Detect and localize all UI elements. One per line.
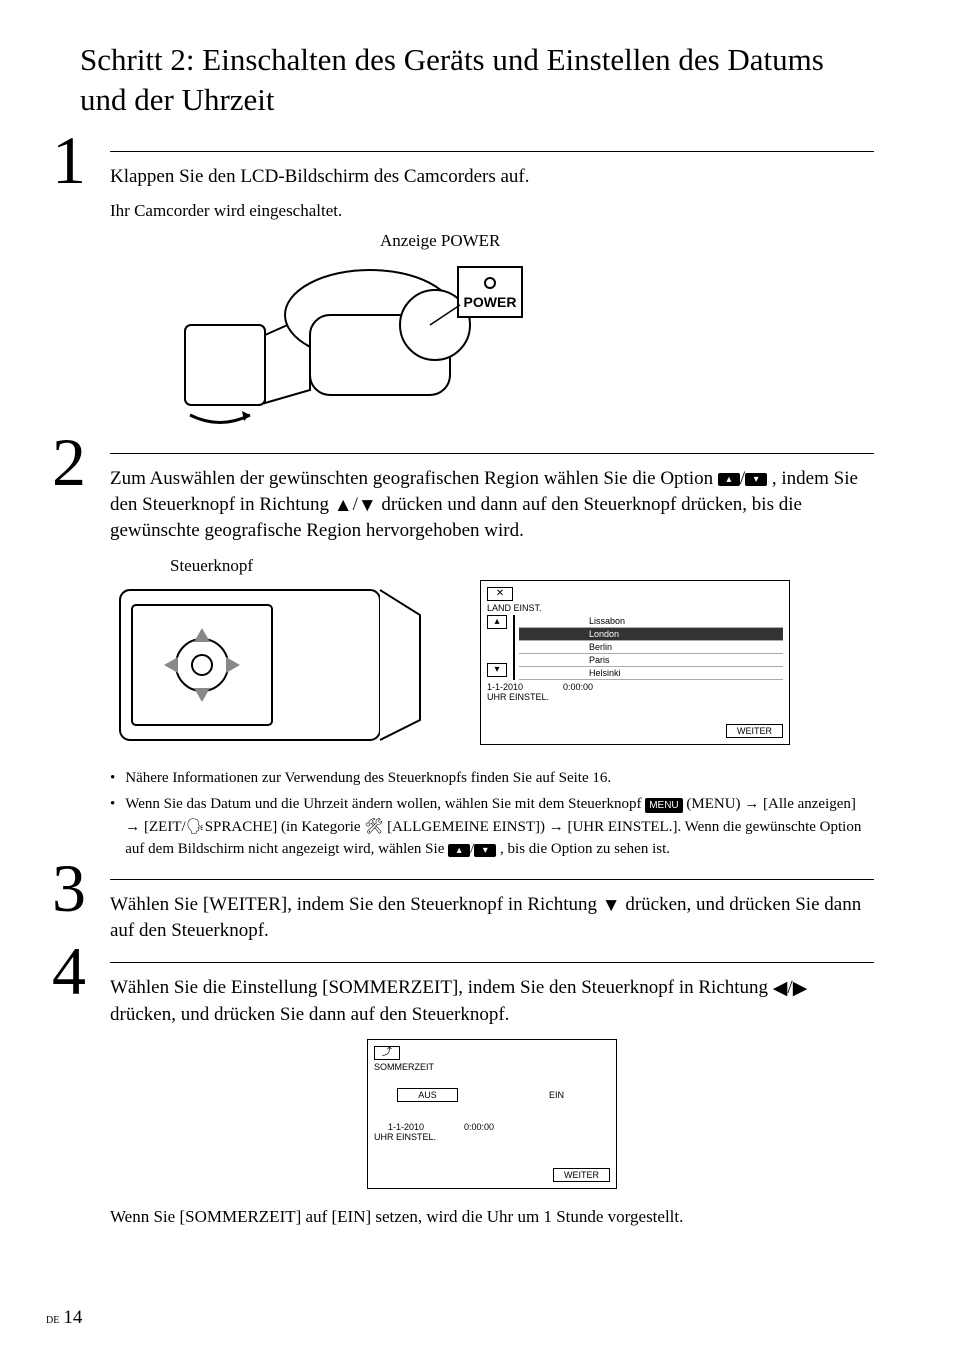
ein-button[interactable]: EIN (517, 1090, 596, 1100)
bullet-item: Wenn Sie das Datum und die Uhrzeit änder… (110, 793, 874, 861)
sommerzeit-screen: ⤴ SOMMERZEIT AUS EIN 1-1-2010 0:00:00 UH… (367, 1039, 617, 1189)
step-2-heading: Zum Auswählen der gewünschten geografisc… (110, 453, 874, 544)
bullet2-e: , bis die Option zu sehen ist. (500, 841, 670, 857)
screen-time: 0:00:00 (464, 1122, 494, 1132)
step-4-number: 4 (52, 937, 86, 1005)
step-3-text-a: Wählen Sie [WEITER], indem Sie den Steue… (110, 894, 602, 915)
step-4-heading: Wählen Sie die Einstellung [SOMMERZEIT],… (110, 962, 874, 1027)
weiter-button[interactable]: WEITER (726, 724, 783, 738)
lang-code: DE (46, 1315, 59, 1326)
step-3: 3 Wählen Sie [WEITER], indem Sie den Ste… (110, 879, 874, 944)
down-icon: ▾ (745, 473, 767, 486)
triangle-right-icon: ▶ (793, 976, 808, 1002)
power-label: POWER (464, 294, 517, 310)
back-button[interactable]: ⤴ (374, 1046, 400, 1060)
page-title: Schritt 2: Einschalten des Geräts und Ei… (80, 40, 874, 121)
city-item[interactable]: Helsinki (519, 667, 783, 680)
uhr-einstel-label: UHR EINSTEL. (487, 692, 789, 702)
step-4-text-b: drücken, und drücken Sie dann auf den St… (110, 1004, 509, 1025)
city-item[interactable]: Paris (519, 654, 783, 667)
bullet2-a: Wenn Sie das Datum und die Uhrzeit änder… (125, 796, 645, 812)
screen-date: 1-1-2010 (487, 682, 523, 692)
step-2-bullets: Nähere Informationen zur Verwendung des … (110, 767, 874, 861)
steuerknopf-illustration (110, 580, 430, 755)
step-2-text-a: Zum Auswählen der gewünschten geografisc… (110, 468, 718, 489)
page-footer: DE 14 (46, 1307, 82, 1329)
menu-icon: MENU (645, 798, 682, 813)
language-icon: 🗣 (186, 819, 205, 835)
step-3-heading: Wählen Sie [WEITER], indem Sie den Steue… (110, 879, 874, 944)
city-item-selected[interactable]: London (519, 628, 783, 641)
bullet-item: Nähere Informationen zur Verwendung des … (110, 767, 874, 790)
weiter-button[interactable]: WEITER (553, 1168, 610, 1182)
close-button[interactable]: ✕ (487, 587, 513, 601)
up-icon: ▴ (448, 844, 470, 857)
sommerzeit-title: SOMMERZEIT (374, 1062, 616, 1072)
step-1-number: 1 (52, 126, 86, 194)
list-down-button[interactable]: ▾ (487, 663, 507, 677)
anzeige-power-label: Anzeige POWER (380, 231, 874, 251)
step-1-sub: Ihr Camcorder wird eingeschaltet. (110, 201, 874, 221)
camcorder-illustration: POWER (160, 255, 530, 435)
step-2: 2 Zum Auswählen der gewünschten geografi… (110, 453, 874, 861)
bullet2-c: SPRACHE] (in Kategorie (205, 819, 365, 835)
up-icon: ▴ (718, 473, 740, 486)
step-4-text-a: Wählen Sie die Einstellung [SOMMERZEIT],… (110, 977, 773, 998)
step-1: 1 Klappen Sie den LCD-Bildschirm des Cam… (110, 151, 874, 436)
land-einst-screen: ✕ LAND EINST. ▴ ▾ Lissabon London Berlin… (480, 580, 790, 745)
city-item[interactable]: Lissabon (519, 615, 783, 628)
uhr-einstel-label: UHR EINSTEL. (374, 1132, 616, 1142)
triangle-up-icon: ▲ (334, 493, 353, 519)
city-list: Lissabon London Berlin Paris Helsinki (513, 615, 783, 680)
tool-icon: 🛠 (364, 819, 383, 835)
screen-date: 1-1-2010 (388, 1122, 424, 1132)
step-2-number: 2 (52, 428, 86, 496)
step-3-number: 3 (52, 854, 86, 922)
land-einst-title: LAND EINST. (487, 603, 789, 613)
screen-time: 0:00:00 (563, 682, 593, 692)
step-4-footnote: Wenn Sie [SOMMERZEIT] auf [EIN] setzen, … (110, 1207, 874, 1227)
page-number: 14 (63, 1307, 82, 1329)
step-4: 4 Wählen Sie die Einstellung [SOMMERZEIT… (110, 962, 874, 1189)
list-up-button[interactable]: ▴ (487, 615, 507, 629)
down-icon: ▾ (474, 844, 496, 857)
triangle-down-icon: ▼ (358, 493, 377, 519)
city-item[interactable]: Berlin (519, 641, 783, 654)
step-1-heading: Klappen Sie den LCD-Bildschirm des Camco… (110, 151, 874, 190)
aus-button[interactable]: AUS (397, 1088, 458, 1102)
triangle-down-icon: ▼ (602, 893, 621, 919)
steuerknopf-label: Steuerknopf (170, 556, 874, 576)
triangle-left-icon: ◀ (773, 976, 788, 1002)
